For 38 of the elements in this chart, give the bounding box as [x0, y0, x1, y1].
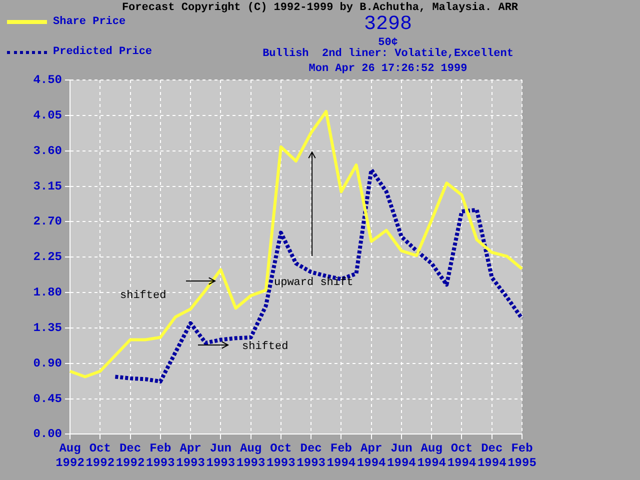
y-tick-label: 4.50	[33, 73, 62, 88]
annotation: upward shift	[274, 277, 354, 289]
x-tick-label: Aug 1994	[417, 441, 446, 470]
legend-label: Share Price	[53, 16, 126, 28]
y-tick-label: 2.25	[33, 250, 62, 264]
x-tick-label: Apr 1993	[176, 441, 205, 470]
y-tick-label: 1.80	[33, 286, 62, 300]
x-tick-label: Jun 1994	[387, 441, 416, 470]
x-tick-label: Oct 1993	[266, 441, 296, 470]
annotation: shifted	[242, 341, 288, 353]
x-tick-label: Dec 1994	[477, 441, 506, 470]
y-tick-label: 0.45	[33, 392, 62, 406]
x-tick-label: Feb 1995	[508, 441, 536, 470]
y-tick-label: 1.35	[33, 320, 62, 335]
y-tick-label: 4.05	[33, 108, 62, 122]
x-tick-label: Dec 1992	[116, 441, 145, 470]
x-tick-label: Oct 1994	[447, 441, 476, 470]
text: Mon Apr 26 17:26:52 1999	[308, 63, 468, 75]
x-tick-label: Feb 1993	[146, 441, 175, 470]
line-series	[113, 168, 524, 384]
x-tick-label: Feb 1994	[326, 441, 356, 470]
y-tick-label: 0.90	[33, 356, 62, 370]
x-tick-label: Aug 1993	[236, 441, 266, 470]
y-tick-label: 3.60	[33, 144, 62, 158]
x-tick-label: Dec 1993	[296, 441, 326, 470]
x-tick-label: Apr 1994	[356, 441, 386, 470]
text: 50¢	[378, 37, 398, 49]
x-tick-label: Aug 1992	[56, 441, 84, 470]
y-tick-label: 0.00	[33, 427, 62, 442]
text: Bullish 2nd liner: Volatile,Excellent	[262, 48, 514, 60]
x-tick-label: Oct 1992	[86, 441, 115, 470]
legend-label: Predicted Price	[53, 46, 152, 58]
y-tick-label: 3.15	[33, 179, 62, 194]
chart-title: Forecast Copyright (C) 1992-1999 by B.Achutha, Malaysia. ARR	[120, 2, 520, 14]
x-tick-label: Jun 1993	[206, 441, 236, 470]
chart-subtitle: 3298	[364, 13, 412, 36]
annotation: shifted	[120, 290, 166, 302]
y-tick-label: 2.70	[33, 214, 62, 229]
